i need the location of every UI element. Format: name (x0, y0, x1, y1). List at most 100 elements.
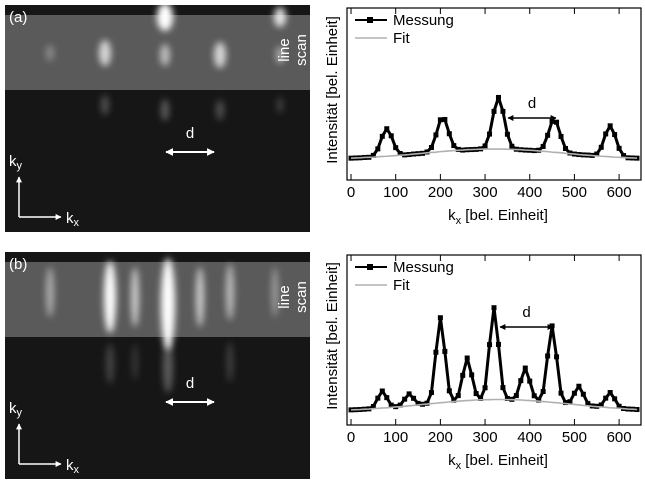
symbol: k (66, 457, 74, 474)
data-point (455, 393, 461, 399)
diffraction-spot (46, 267, 54, 317)
data-point (558, 133, 564, 139)
data-point (375, 146, 381, 152)
data-point (478, 395, 484, 401)
data-point (562, 146, 568, 152)
data-point (513, 393, 519, 399)
diffraction-spot (160, 44, 170, 66)
region-label: scan (293, 34, 310, 66)
panel-label: (a) (9, 9, 27, 26)
panel-label: (b) (9, 256, 27, 273)
diffraction-spot (104, 261, 116, 333)
axis-y-label: ky (9, 400, 23, 419)
data-point (375, 395, 381, 401)
data-point (603, 395, 609, 401)
annotation: d (522, 304, 530, 321)
data-point (504, 395, 510, 401)
data-point (451, 143, 457, 149)
x-tick-label: 600 (607, 429, 632, 446)
plot-frame (346, 7, 642, 181)
data-point (402, 396, 408, 402)
legend-label: Messung (393, 12, 454, 29)
data-point (428, 144, 434, 150)
x-tick-label: 500 (562, 184, 587, 201)
series-line (350, 398, 638, 411)
data-point (567, 399, 573, 405)
data-point (406, 391, 412, 397)
symbol: k (66, 210, 74, 227)
data-point (482, 143, 488, 149)
data-point (437, 315, 443, 321)
data-point (384, 126, 390, 132)
data-point (415, 400, 421, 406)
data-point (424, 400, 430, 406)
data-point (446, 388, 452, 394)
data-point (491, 108, 497, 114)
x-tick-label: 300 (473, 429, 498, 446)
diffraction-spot (101, 95, 109, 115)
subscript: x (74, 217, 80, 229)
diffraction-spot (161, 99, 169, 121)
diffraction-spot (99, 40, 111, 66)
subscript: x (74, 464, 80, 476)
x-tick-label: 300 (473, 184, 498, 201)
data-point (562, 400, 568, 406)
data-point (393, 145, 399, 151)
diffraction-spot (277, 97, 283, 113)
data-point (598, 144, 604, 150)
diffraction-spot (214, 42, 226, 68)
legend-label: Fit (393, 277, 410, 294)
series-line (350, 306, 638, 412)
data-point (379, 388, 385, 394)
data-point (491, 305, 497, 311)
unit: [bel. Einheit] (461, 207, 548, 224)
symbol: k (9, 153, 17, 170)
data-point (370, 403, 376, 409)
axis-x-label: kx (66, 210, 80, 229)
data-point (428, 390, 434, 396)
data-point (545, 132, 551, 138)
data-point (460, 372, 466, 378)
data-point (598, 402, 604, 408)
data-point (495, 341, 501, 347)
data-point (540, 143, 546, 149)
x-tick-label: 500 (562, 429, 587, 446)
data-point (379, 133, 385, 139)
data-point (612, 396, 618, 402)
data-point (388, 402, 394, 408)
diffraction-spot (163, 341, 173, 393)
data-point (411, 395, 417, 401)
diffraction-spot (226, 264, 234, 320)
data-point (554, 354, 560, 360)
data-point (397, 402, 403, 408)
data-point (437, 117, 443, 123)
data-point (433, 132, 439, 138)
x-tick-label: 0 (347, 429, 355, 446)
data-point (527, 378, 533, 384)
data-point (495, 94, 501, 100)
data-point (509, 143, 515, 149)
data-point (585, 400, 591, 406)
spacing-label: d (186, 125, 194, 142)
data-point (554, 119, 560, 125)
data-point (464, 355, 470, 361)
series-line (350, 148, 638, 159)
region-label: scan (293, 281, 310, 313)
diffraction-spot (272, 267, 278, 317)
diffraction-spot (157, 3, 173, 31)
data-point (571, 390, 577, 396)
data-point (424, 149, 430, 155)
data-point (607, 390, 613, 396)
data-point (500, 385, 506, 391)
data-point (473, 391, 479, 397)
x-tick-label: 400 (517, 184, 542, 201)
x-tick-label: 400 (517, 429, 542, 446)
diffraction-spot (196, 267, 204, 327)
subscript: y (17, 407, 23, 419)
data-point (616, 145, 622, 151)
legend-label: Messung (393, 259, 454, 276)
